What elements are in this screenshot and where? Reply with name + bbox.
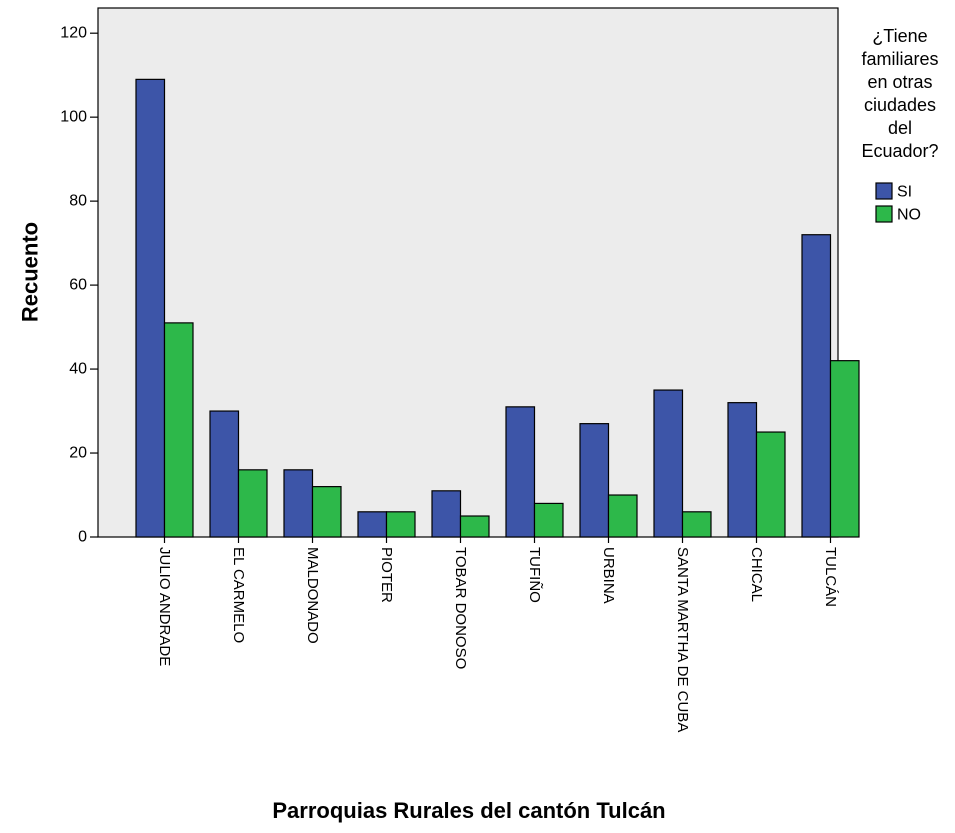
- bar-no: [681, 511, 712, 538]
- bar-no: [755, 431, 786, 538]
- bar-no: [607, 494, 638, 538]
- y-tick-label: 40: [69, 361, 87, 378]
- x-axis-title: Parroquias Rurales del cantón Tulcán: [272, 798, 665, 823]
- x-axis-labels: JULIO ANDRADE EL CARMELO MALDONADO PIOTER TO…: [156, 547, 839, 732]
- plot-area: [97, 7, 839, 538]
- bar-si: [283, 469, 314, 538]
- y-tick-label: 100: [60, 109, 87, 126]
- y-tick-label: 20: [69, 445, 87, 462]
- legend: ¿Tiene familiares en otras ciudades del Ecuad…: [861, 26, 938, 224]
- y-tick-label: 80: [69, 193, 87, 210]
- y-tick-label: 120: [60, 25, 87, 42]
- x-category-label: MALDONADO: [304, 547, 321, 644]
- bar-no: [829, 360, 860, 538]
- bar-si: [653, 389, 684, 538]
- x-category-label: TUFIÑO: [526, 547, 543, 603]
- bar-si: [135, 78, 166, 538]
- y-axis-title: Recuento: [18, 222, 43, 322]
- bar-si: [209, 410, 240, 538]
- bar-no: [459, 515, 490, 538]
- x-category-label: JULIO ANDRADE: [156, 547, 173, 666]
- legend-swatch-si: [875, 182, 893, 200]
- x-category-label: EL CARMELO: [230, 547, 247, 643]
- bar-no: [237, 469, 268, 538]
- y-axis: 0 20 40 60 80 100 120: [60, 25, 98, 546]
- legend-label-si: SI: [897, 184, 912, 201]
- bar-si: [579, 423, 610, 538]
- x-category-label: URBINA: [600, 547, 617, 604]
- bar-no: [163, 322, 194, 538]
- x-category-label: PIOTER: [378, 547, 395, 603]
- y-tick-label: 0: [78, 529, 87, 546]
- bar-si: [727, 402, 758, 538]
- bar-si: [431, 490, 462, 538]
- x-category-label: TULCÁN: [822, 547, 839, 607]
- bar-no: [311, 486, 342, 538]
- bar-si: [357, 511, 388, 538]
- legend-label-no: NO: [897, 207, 921, 224]
- bar-no: [385, 511, 416, 538]
- legend-title-line: ciudades: [864, 95, 936, 115]
- x-category-label: CHICAL: [748, 547, 765, 602]
- bar-no: [533, 502, 564, 538]
- legend-title-line: Ecuador?: [861, 141, 938, 161]
- legend-title-line: familiares: [861, 49, 938, 69]
- bar-si: [801, 234, 832, 538]
- legend-title-line: del: [888, 118, 912, 138]
- y-tick-label: 60: [69, 277, 87, 294]
- legend-title-line: ¿Tiene: [872, 26, 927, 46]
- bar-si: [505, 406, 536, 538]
- x-category-label: SANTA MARTHA DE CUBA: [674, 547, 691, 732]
- bars: [135, 78, 860, 543]
- legend-swatch-no: [875, 205, 893, 223]
- legend-title-line: en otras: [867, 72, 932, 92]
- x-category-label: TOBAR DONOSO: [452, 547, 469, 669]
